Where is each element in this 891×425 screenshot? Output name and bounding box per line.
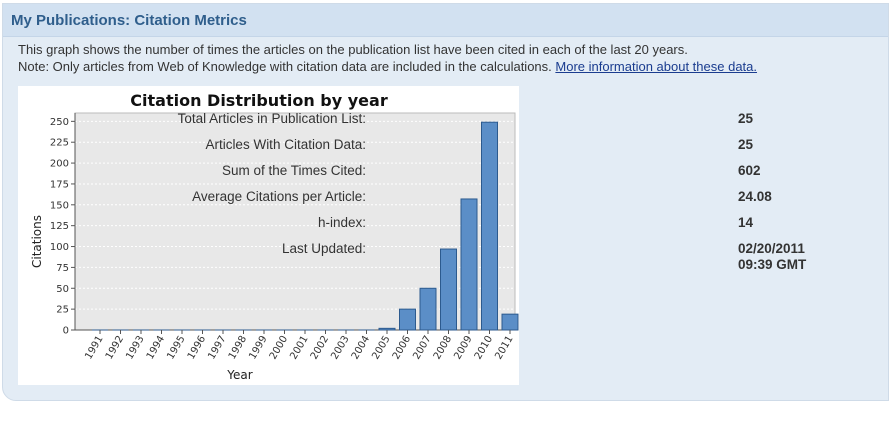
x-tick-label: 2006: [391, 334, 413, 362]
x-tick-label: 1991: [83, 334, 105, 362]
description-line-2: Note: Only articles from Web of Knowledg…: [18, 59, 757, 74]
stat-label: Total Articles in Publication List:: [177, 111, 366, 126]
stat-value: 02/20/2011 09:39 GMT: [738, 241, 806, 273]
y-tick-label: 100: [50, 242, 69, 253]
y-tick-label: 175: [50, 179, 69, 190]
bar-2007: [419, 287, 437, 331]
bar-2005: [378, 327, 396, 331]
x-tick-label: 2007: [411, 334, 433, 362]
y-tick-label: 250: [50, 117, 69, 128]
stat-value: 25: [738, 111, 754, 126]
y-tick-label: 200: [50, 159, 69, 170]
x-axis-label: Year: [226, 368, 252, 382]
bar-2008: [440, 248, 457, 331]
y-tick-label: 150: [50, 200, 69, 211]
bar-2010: [481, 121, 498, 331]
y-tick-label: 25: [56, 305, 69, 316]
x-tick-label: 2008: [432, 334, 454, 362]
stat-label: Articles With Citation Data:: [205, 137, 366, 152]
bar-2011: [501, 313, 519, 331]
citation-chart-svg: Citation Distribution by year 0 25 50 75 100 1…: [30, 91, 519, 382]
x-tick-label: 1999: [247, 334, 269, 362]
x-tick-label: 1995: [165, 334, 187, 362]
x-tick-label: 2010: [473, 334, 495, 362]
chart-title: Citation Distribution by year: [130, 91, 388, 110]
x-tick-label: 2009: [452, 334, 474, 362]
x-tick-label: 1994: [145, 334, 167, 362]
stat-label: Last Updated:: [281, 241, 366, 256]
x-tick-label: 2004: [350, 334, 372, 362]
x-tick-label: 2002: [309, 334, 331, 362]
y-tick-label: 225: [50, 138, 69, 149]
description-note: Note: Only articles from Web of Knowledg…: [18, 59, 552, 74]
bar-2006: [399, 308, 416, 331]
x-tick-label: 1992: [104, 334, 126, 362]
y-tick-label: 0: [63, 326, 69, 337]
y-tick-label: 75: [56, 263, 69, 274]
last-updated-time: 09:39 GMT: [738, 257, 807, 272]
x-tick-label: 2003: [329, 334, 351, 362]
x-tick-label: 1996: [186, 334, 208, 362]
panel-title: My Publications: Citation Metrics: [11, 12, 247, 29]
citation-chart: Citation Distribution by year 0 25 50 75 100 1…: [18, 86, 519, 385]
x-tick-label: 2005: [370, 334, 392, 362]
stat-label: h-index:: [317, 215, 366, 230]
y-tick-label: 125: [50, 221, 69, 232]
x-tick-label: 1993: [124, 334, 146, 362]
stat-value: 602: [738, 163, 761, 178]
x-tick-label: 1997: [206, 334, 228, 362]
last-updated-date: 02/20/2011: [738, 241, 805, 256]
y-axis-label: Citations: [30, 215, 44, 268]
x-tick-label: 1998: [227, 334, 249, 362]
more-information-link[interactable]: More information about these data.: [555, 59, 758, 74]
x-tick-label: 2000: [268, 334, 290, 362]
panel-header: My Publications: Citation Metrics: [3, 4, 888, 37]
bar-2009: [460, 198, 478, 331]
stat-value: 24.08: [738, 189, 772, 204]
x-tick-label: 2011: [493, 334, 515, 362]
y-tick-label: 50: [56, 284, 69, 295]
stat-value: 25: [738, 137, 754, 152]
stat-label: Sum of the Times Cited:: [221, 163, 366, 178]
x-tick-label: 2001: [288, 334, 310, 362]
stat-value: 14: [738, 215, 754, 230]
description-line-1: This graph shows the number of times the…: [18, 42, 688, 57]
stat-label: Average Citations per Article:: [192, 189, 366, 204]
